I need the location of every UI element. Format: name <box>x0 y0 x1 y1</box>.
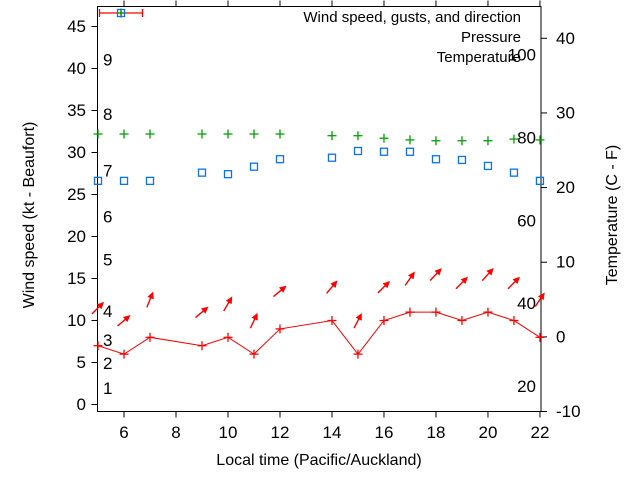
x-tick-label: 16 <box>375 423 394 442</box>
fahrenheit-scale-label: 20 <box>517 377 536 396</box>
y-left-tick-label: 0 <box>77 395 86 414</box>
x-tick-label: 10 <box>219 423 238 442</box>
y-axis-title-left: Wind speed (kt - Beaufort) <box>21 121 38 309</box>
temperature-point <box>327 153 337 162</box>
legend-row-temperature: Temperature <box>98 8 521 67</box>
temperature-point <box>431 155 441 164</box>
legend-label-pressure: Pressure <box>460 28 521 46</box>
legend-row-wind: Wind speed, gusts, and direction <box>98 7 521 27</box>
wind-direction-arrow <box>507 276 520 290</box>
legend: Wind speed, gusts, and direction Pressur… <box>98 7 521 67</box>
y-left-tick-label: 15 <box>67 269 86 288</box>
y-right-tick-label: 40 <box>556 29 575 48</box>
y-left-tick-label: 10 <box>67 311 86 330</box>
x-tick-label: 12 <box>271 423 290 442</box>
temperature-point <box>93 176 103 186</box>
y-right-tick-label: 30 <box>556 103 575 122</box>
y-left-tick-label: 25 <box>67 185 86 204</box>
beaufort-scale-label: 1 <box>103 379 112 398</box>
wind-direction-arrow <box>534 292 545 307</box>
fahrenheit-scale-label: 40 <box>517 294 536 313</box>
wind-direction-arrow <box>429 268 442 282</box>
y-right-tick-label: 0 <box>556 327 565 346</box>
beaufort-scale-label: 8 <box>103 105 112 124</box>
x-tick-label: 18 <box>427 423 446 442</box>
temperature-point <box>197 168 207 177</box>
y-left-tick-label: 45 <box>67 17 86 36</box>
y-right-tick-label: 20 <box>556 178 575 197</box>
y-right-tick-label: 10 <box>556 253 575 272</box>
y-left-tick-label: 5 <box>77 353 86 372</box>
temperature-point <box>379 147 389 156</box>
beaufort-scale-label: 6 <box>103 208 112 227</box>
x-tick-label: 20 <box>479 423 498 442</box>
temperature-point <box>249 162 259 171</box>
wind-direction-arrow <box>377 280 390 294</box>
temperature-point <box>457 155 467 165</box>
wind-direction-arrow <box>146 291 154 308</box>
beaufort-scale-label: 7 <box>103 161 112 180</box>
x-tick-label: 6 <box>119 423 128 442</box>
temperature-point <box>509 168 519 177</box>
x-tick-label: 14 <box>323 423 342 442</box>
wind-speed-line <box>97 311 541 355</box>
wind-direction-arrow <box>353 312 362 329</box>
y-left-tick-label: 30 <box>67 143 86 162</box>
temperature-square-sample-icon <box>116 8 126 18</box>
temperature-point <box>405 147 415 156</box>
temperature-point <box>223 169 233 179</box>
wind-direction-arrow <box>117 315 131 327</box>
y-left-tick-label: 20 <box>67 227 86 246</box>
x-axis-title: Local time (Pacific/Auckland) <box>216 452 422 469</box>
y-axis-title-right: Temperature (C - F) <box>604 144 621 286</box>
fahrenheit-scale-label: 80 <box>517 128 536 147</box>
wind-direction-arrow <box>404 271 415 286</box>
fahrenheit-scale-label: 60 <box>517 211 536 230</box>
temperature-point <box>353 146 363 156</box>
beaufort-scale-label: 2 <box>103 354 112 373</box>
wind-direction-arrow <box>91 301 105 315</box>
x-tick-label: 8 <box>171 423 180 442</box>
beaufort-scale-label: 3 <box>103 331 112 350</box>
y-right-tick-label: -10 <box>556 402 581 421</box>
wind-direction-arrow <box>249 312 258 329</box>
y-left-tick-label: 35 <box>67 101 86 120</box>
beaufort-scale-label: 4 <box>103 302 112 321</box>
temperature-point <box>535 176 545 186</box>
x-tick-label: 22 <box>530 423 549 442</box>
legend-row-pressure: Pressure <box>98 8 521 47</box>
fahrenheit-scale-label: 100 <box>508 45 536 64</box>
legend-label-temperature: Temperature <box>436 48 521 66</box>
wind-direction-arrow <box>223 296 233 312</box>
y-left-tick-label: 40 <box>67 59 86 78</box>
wind-direction-arrow <box>481 267 494 282</box>
wind-direction-arrow <box>273 285 287 298</box>
temperature-point <box>119 176 129 186</box>
temperature-point <box>483 161 493 171</box>
legend-label-wind: Wind speed, gusts, and direction <box>303 8 521 26</box>
temperature-point <box>275 155 285 164</box>
wind-direction-arrow <box>325 280 338 294</box>
beaufort-scale-label: 5 <box>103 251 112 270</box>
plot-border <box>97 6 542 412</box>
wind-direction-arrow <box>195 306 209 319</box>
temperature-point <box>145 176 155 186</box>
beaufort-scale-label: 9 <box>103 51 112 70</box>
wind-direction-arrow <box>455 276 468 290</box>
